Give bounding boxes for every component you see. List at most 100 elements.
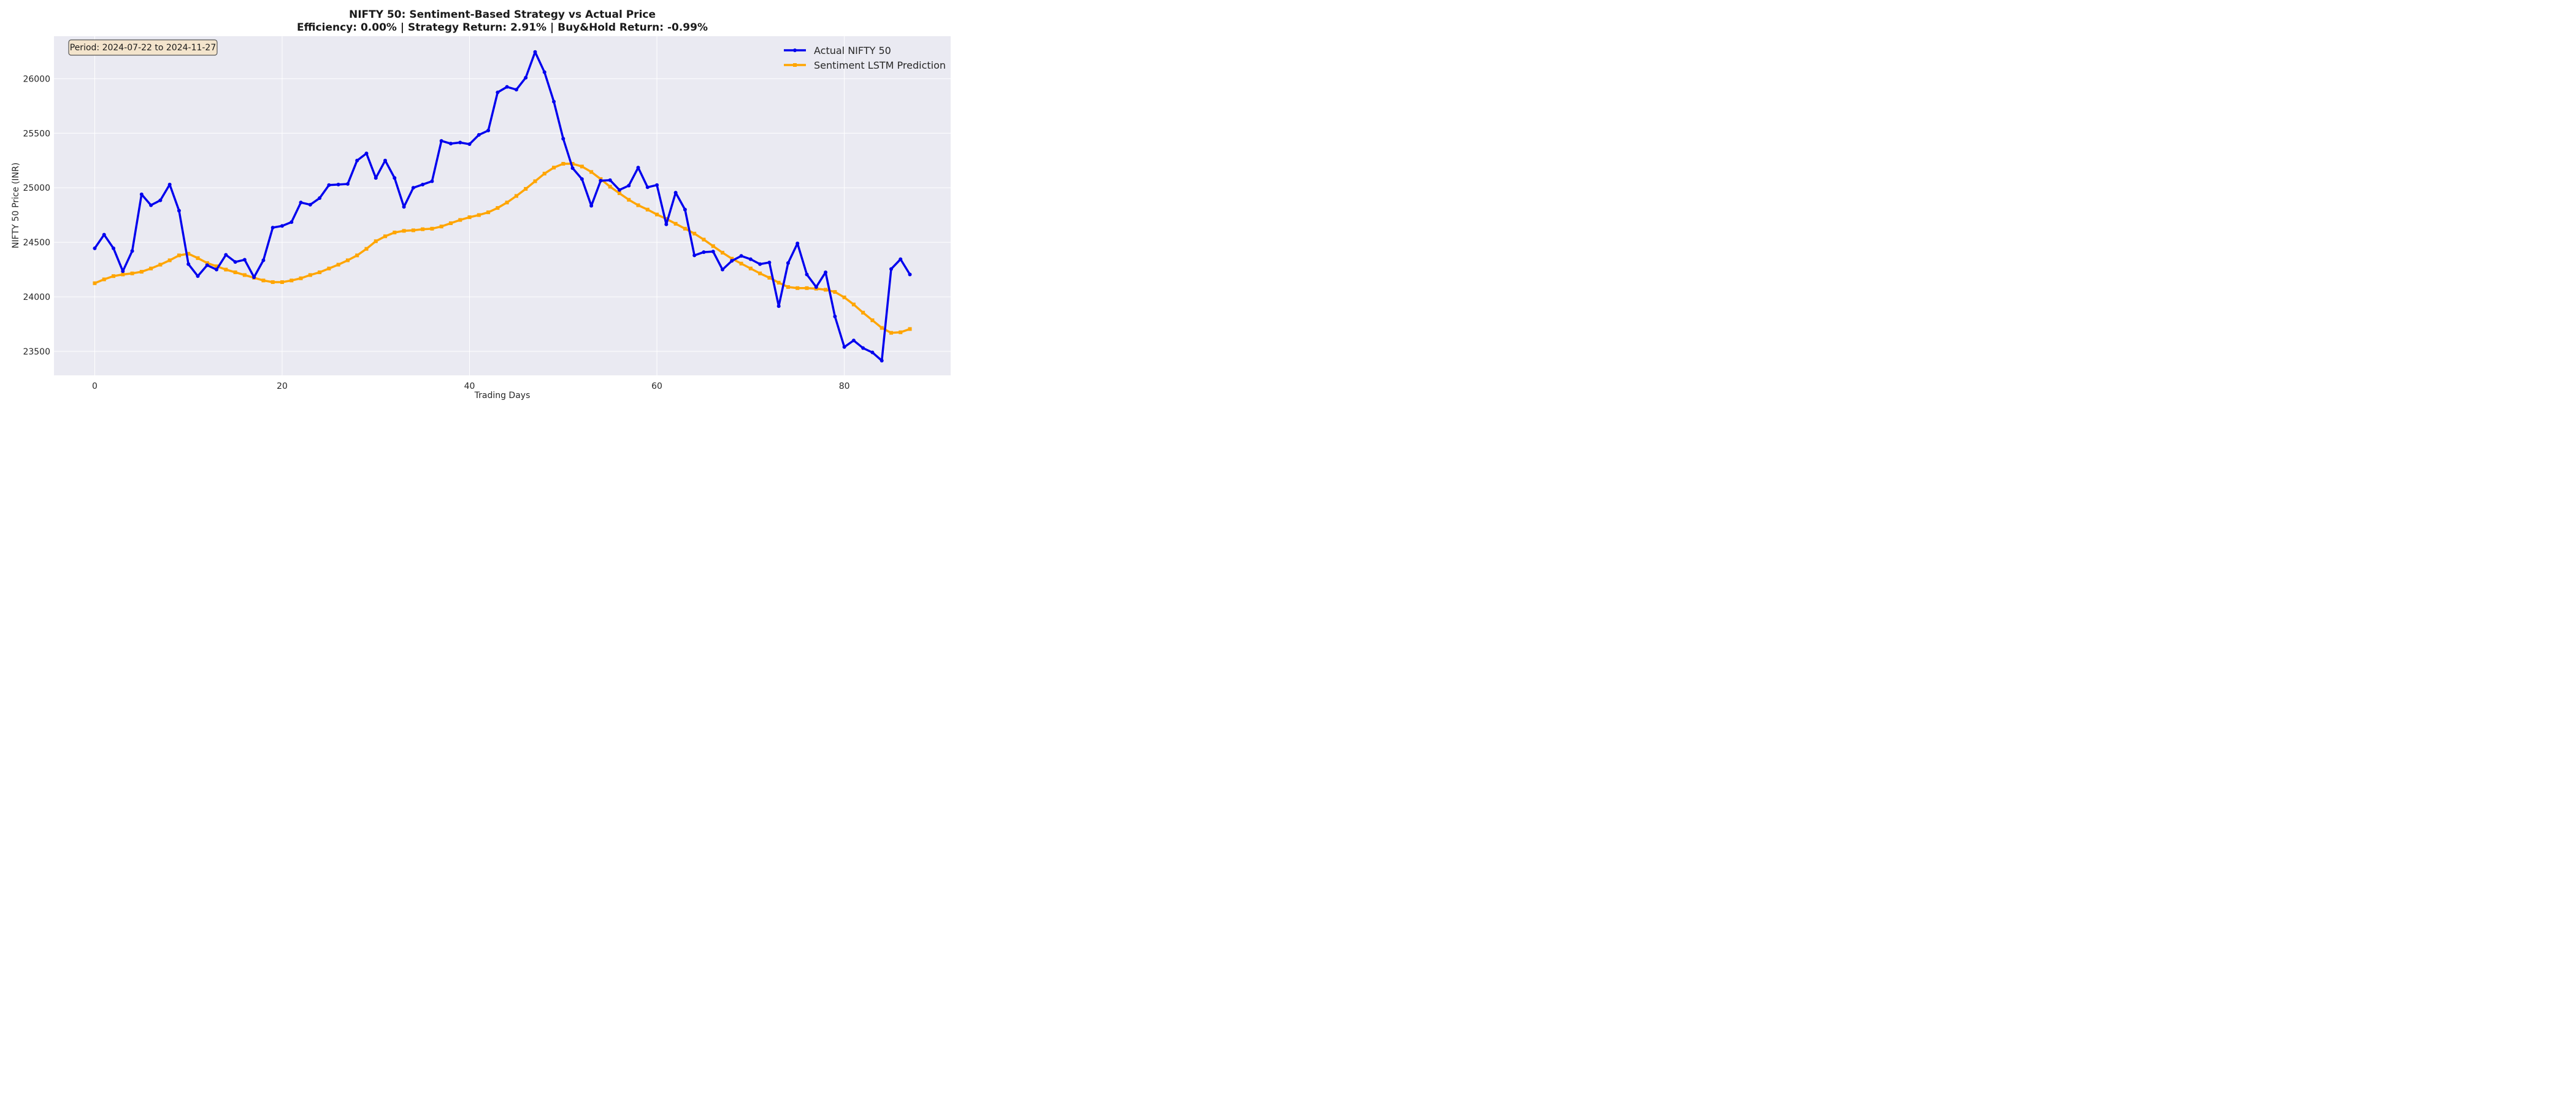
y-tick-label: 25000 bbox=[23, 183, 50, 193]
data-point bbox=[149, 203, 153, 207]
data-point bbox=[899, 330, 903, 334]
data-point bbox=[112, 246, 116, 250]
data-point bbox=[664, 217, 669, 221]
data-point bbox=[393, 231, 397, 235]
data-point bbox=[252, 275, 256, 279]
data-point bbox=[589, 204, 594, 208]
data-point bbox=[467, 215, 472, 220]
data-point bbox=[542, 70, 546, 74]
data-point bbox=[411, 228, 415, 232]
y-tick-label: 24500 bbox=[23, 238, 50, 248]
series-line bbox=[93, 51, 911, 362]
data-point bbox=[795, 241, 800, 245]
data-point bbox=[655, 212, 659, 217]
data-point bbox=[899, 257, 903, 261]
data-point bbox=[851, 339, 856, 343]
data-point bbox=[102, 277, 106, 282]
data-point bbox=[121, 272, 125, 277]
data-point bbox=[336, 263, 340, 267]
data-point bbox=[842, 295, 846, 299]
data-point bbox=[149, 266, 153, 270]
data-point bbox=[608, 178, 612, 182]
data-point bbox=[186, 262, 191, 266]
data-point bbox=[870, 350, 875, 355]
data-point bbox=[196, 274, 200, 278]
data-point bbox=[711, 250, 715, 254]
data-point bbox=[786, 285, 790, 289]
data-point bbox=[505, 201, 509, 205]
data-point bbox=[224, 253, 228, 257]
data-point bbox=[842, 345, 846, 349]
data-point bbox=[448, 221, 453, 225]
data-point bbox=[599, 178, 603, 183]
data-point bbox=[280, 280, 284, 284]
data-point bbox=[889, 267, 893, 271]
period-box bbox=[68, 39, 218, 56]
chart-subtitle: Efficiency: 0.00% | Strategy Return: 2.9… bbox=[297, 21, 708, 34]
data-point bbox=[758, 262, 762, 266]
data-point bbox=[486, 128, 491, 132]
data-point bbox=[308, 273, 312, 277]
data-point bbox=[364, 151, 369, 156]
data-point bbox=[196, 256, 200, 260]
data-point bbox=[683, 207, 687, 212]
y-tick-label: 23500 bbox=[23, 347, 50, 357]
data-point bbox=[421, 182, 425, 186]
y-tick-label: 25500 bbox=[23, 129, 50, 139]
data-point bbox=[458, 140, 462, 145]
period-annotation: Period: 2024-07-22 to 2024-11-27 bbox=[68, 39, 218, 56]
data-point bbox=[673, 191, 678, 195]
data-point bbox=[908, 272, 912, 277]
data-point bbox=[402, 229, 406, 233]
data-point bbox=[533, 179, 537, 183]
data-point bbox=[242, 273, 247, 277]
data-point bbox=[439, 224, 443, 229]
tick-layer: 0 20 40 60 80 23500 24000 24500 25000 25500 26000 bbox=[23, 74, 849, 391]
data-point bbox=[299, 276, 303, 280]
data-point bbox=[636, 166, 640, 170]
data-point bbox=[608, 185, 612, 189]
x-tick-label: 0 bbox=[92, 381, 98, 391]
data-point bbox=[645, 207, 650, 212]
data-point bbox=[448, 142, 453, 146]
x-tick-label: 80 bbox=[839, 381, 850, 391]
data-point bbox=[795, 286, 800, 290]
data-point bbox=[767, 260, 772, 264]
series-layer bbox=[93, 50, 912, 362]
data-point bbox=[167, 182, 172, 186]
data-point bbox=[270, 280, 275, 284]
data-point bbox=[636, 203, 640, 207]
y-tick-label: 24000 bbox=[23, 293, 50, 302]
data-point bbox=[158, 263, 163, 267]
data-point bbox=[270, 226, 275, 230]
data-point bbox=[215, 267, 219, 272]
data-point bbox=[748, 266, 753, 270]
grid-layer bbox=[54, 36, 951, 375]
data-point bbox=[589, 170, 594, 174]
data-point bbox=[167, 258, 172, 263]
data-point bbox=[570, 166, 575, 171]
data-point bbox=[430, 226, 434, 231]
data-point bbox=[233, 270, 237, 274]
data-point bbox=[533, 50, 537, 54]
data-point bbox=[552, 166, 556, 170]
data-point bbox=[655, 183, 659, 187]
data-point bbox=[758, 271, 762, 275]
data-point bbox=[870, 318, 875, 323]
data-point bbox=[158, 198, 163, 202]
data-point bbox=[739, 254, 743, 258]
data-point bbox=[702, 237, 706, 242]
data-point bbox=[617, 191, 621, 196]
data-point bbox=[242, 258, 247, 262]
data-point bbox=[364, 247, 369, 251]
data-point bbox=[477, 213, 481, 217]
data-point bbox=[130, 271, 134, 275]
series-actual bbox=[93, 50, 912, 362]
data-point bbox=[889, 331, 893, 335]
data-point bbox=[261, 278, 266, 283]
data-point bbox=[851, 302, 856, 307]
data-point bbox=[261, 258, 266, 263]
data-point bbox=[542, 172, 546, 176]
data-point bbox=[561, 137, 565, 141]
data-point bbox=[908, 327, 912, 331]
